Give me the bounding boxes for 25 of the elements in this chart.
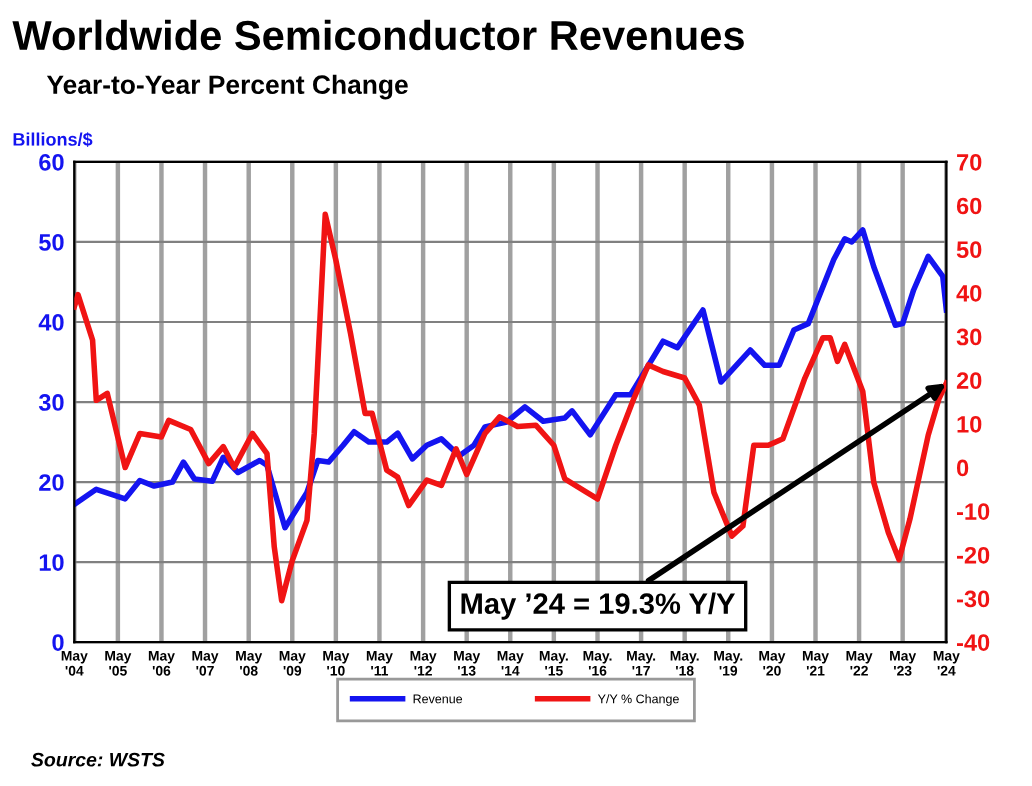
y-tick-label: 50 bbox=[39, 234, 64, 251]
y2-tick-label: 30 bbox=[956, 328, 982, 346]
y2-tick-label: 70 bbox=[957, 153, 982, 171]
y-tick-label: 0 bbox=[52, 634, 64, 651]
y-axis-title: Billions/$ bbox=[13, 132, 93, 147]
chart-title: Worldwide Semiconductor Revenues bbox=[12, 19, 744, 51]
annotation: May ’24 = 19.3% Y/Y bbox=[461, 592, 736, 620]
y-tick-label: 10 bbox=[39, 554, 64, 571]
y2-tick-label: -40 bbox=[956, 634, 990, 651]
y-tick-label: 40 bbox=[38, 314, 64, 331]
chart-subtitle: Year-to-Year Percent Change bbox=[46, 74, 408, 100]
y-tick-label: 20 bbox=[39, 474, 64, 491]
line-series bbox=[74, 227, 947, 531]
y2-tick-label: -10 bbox=[956, 503, 990, 520]
y2-tick-label: 40 bbox=[956, 284, 982, 302]
y2-tick-label: -20 bbox=[956, 546, 990, 564]
source-note: Source: WSTS bbox=[31, 752, 165, 767]
y2-tick-label: 0 bbox=[957, 459, 969, 477]
y-tick-label: 60 bbox=[39, 153, 64, 171]
y2-tick-label: 50 bbox=[956, 241, 982, 259]
y2-tick-label: 10 bbox=[957, 415, 982, 433]
y2-tick-label: 20 bbox=[956, 372, 982, 389]
y2-tick-label: 60 bbox=[956, 197, 982, 215]
y2-tick-label: -30 bbox=[956, 590, 990, 608]
y-tick-label: 30 bbox=[38, 394, 64, 411]
